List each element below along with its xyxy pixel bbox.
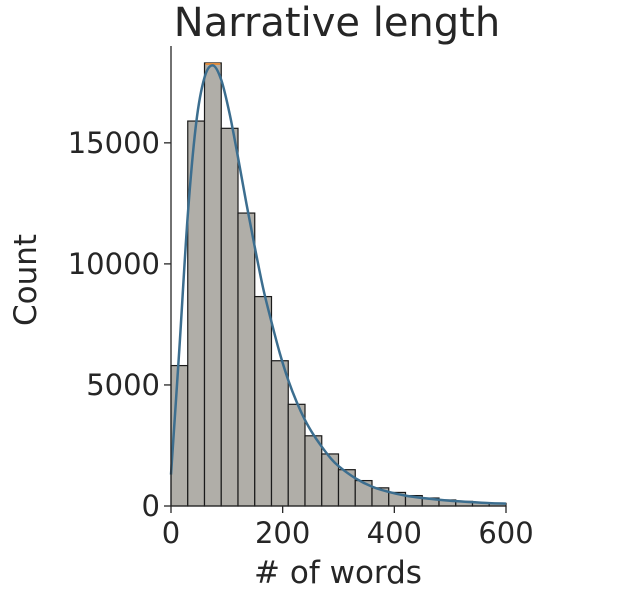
kde-curve <box>169 64 507 505</box>
y-tick-label: 0 <box>142 489 160 523</box>
histogram-bar <box>220 127 239 507</box>
x-tick-label: 0 <box>162 516 180 550</box>
y-axis-label: Count <box>8 234 44 326</box>
histogram-bar <box>304 435 323 507</box>
x-axis-label: # of words <box>254 555 422 591</box>
y-tick-label: 10000 <box>68 247 160 281</box>
x-tick-label: 400 <box>367 516 422 550</box>
bars-group <box>170 62 507 507</box>
y-tick-label: 5000 <box>86 368 160 402</box>
histogram-bar <box>254 295 273 507</box>
histogram-bar <box>321 453 340 507</box>
histogram-bar <box>287 403 306 507</box>
chart-title: Narrative length <box>174 0 500 46</box>
histogram-bar <box>203 62 222 507</box>
x-tick-label: 200 <box>255 516 310 550</box>
y-axis-ticks: 0 5000 10000 15000 <box>68 126 171 523</box>
x-axis-ticks: 0 200 400 600 <box>162 506 534 550</box>
histogram-bar <box>270 360 289 507</box>
y-tick-label: 15000 <box>68 126 160 160</box>
histogram-bar <box>237 212 256 507</box>
x-tick-label: 600 <box>478 516 533 550</box>
